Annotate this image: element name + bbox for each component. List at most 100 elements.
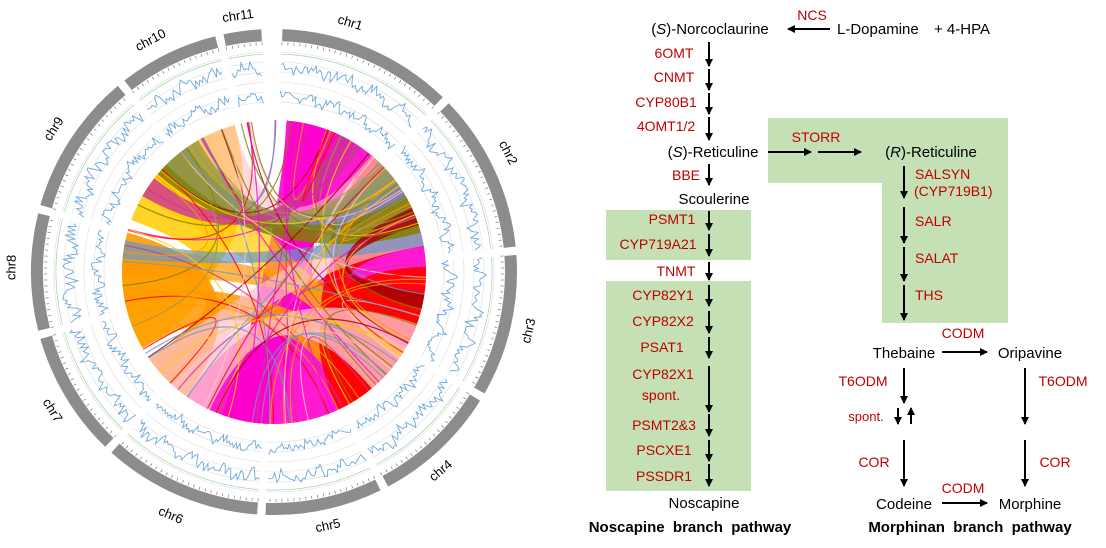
ideogram-tick [422, 98, 426, 101]
synteny-link [269, 278, 426, 424]
synteny-ribbon [142, 134, 362, 225]
synteny-link [340, 196, 412, 238]
title-morphinan-branch: Morphinan branch pathway [868, 519, 1072, 536]
ideogram-tick [431, 106, 434, 109]
synteny-link [177, 262, 426, 391]
enzyme-6omt: 6OMT [655, 45, 694, 61]
synteny-link [124, 244, 344, 408]
chromosome-ideogram [31, 29, 518, 515]
ideogram-tick [48, 225, 52, 228]
track-grid-line [62, 103, 133, 212]
synteny-link [255, 123, 309, 424]
track-grid-line [438, 258, 465, 368]
track-grid-line [455, 257, 485, 378]
ideogram-chr7 [40, 335, 114, 447]
ideogram-tick [97, 417, 101, 421]
ideogram-tick [452, 411, 456, 414]
ideogram-tick [54, 202, 58, 205]
ideogram-tick [418, 94, 421, 98]
ideogram-chr2 [440, 103, 516, 248]
ideogram-tick [477, 371, 481, 374]
synteny-link [315, 131, 422, 310]
compound-oripavine: Oripavine [998, 345, 1062, 362]
ideogram-tick [105, 114, 109, 118]
track-grid-line [429, 259, 455, 363]
synteny-link [206, 166, 385, 409]
synteny-ribbon [345, 207, 425, 309]
synteny-link [321, 140, 402, 356]
ideogram-tick [141, 83, 145, 87]
arrows [705, 25, 1029, 507]
synteny-link [127, 142, 355, 241]
ideogram-tick [340, 51, 342, 56]
ideogram-tick [165, 472, 168, 476]
track-line [430, 120, 492, 250]
track-grid-line [464, 256, 495, 383]
synteny-link [240, 123, 420, 238]
ideogram-tick [52, 208, 56, 210]
enzyme-spont-noscapine: spont. [642, 387, 680, 403]
ideogram-tick [394, 76, 397, 80]
synteny-link [122, 147, 220, 287]
track-grid-line [126, 435, 259, 492]
enzyme-storr: STORR [792, 129, 841, 145]
enzyme-bbe: BBE [672, 167, 700, 183]
ideogram-tick [475, 376, 479, 379]
track-grid-line [100, 321, 150, 402]
synteny-link [161, 129, 329, 214]
enzyme-spont-morphinan: spont. [848, 409, 883, 424]
synteny-link [289, 282, 426, 423]
track-grid-line [138, 58, 221, 99]
ideogram-tick [482, 360, 486, 363]
gene-density-track [100, 137, 164, 226]
ideogram-tick [373, 475, 376, 479]
ideogram-tick [373, 65, 376, 69]
ideogram-tick [83, 143, 86, 146]
track-grid-line [420, 260, 445, 358]
track-grid-line [91, 324, 143, 409]
ideogram-tick [378, 67, 381, 71]
track-line [64, 331, 123, 430]
ideogram-tick [482, 181, 486, 184]
morphinan-box [768, 118, 1008, 323]
ideogram-tick [132, 90, 135, 94]
enzyme-cyp82x2: CYP82X2 [632, 313, 694, 329]
ideogram-tick [399, 80, 402, 83]
track-grid-line [150, 77, 226, 115]
enzyme-4omt: 4OMT1/2 [637, 118, 696, 134]
ideogram-tick [437, 429, 440, 432]
track-grid-line [81, 118, 146, 217]
ideogram-tick [334, 50, 336, 54]
enzymes: NCS 6OMT CNMT CYP80B1 4OMT1/2 STORR BBE … [619, 7, 1087, 496]
ideogram-tick [410, 453, 413, 456]
enzyme-psmt23: PSMT2&3 [632, 417, 696, 433]
track-grid-line [280, 91, 400, 143]
ideogram-tick [328, 492, 330, 496]
enzyme-salat: SALAT [915, 250, 959, 266]
track-grid-line [232, 71, 264, 77]
synteny-link [283, 156, 375, 424]
enzyme-cyp719a21: CYP719A21 [619, 236, 696, 252]
track-grid-line [372, 383, 453, 458]
ideogram-tick [65, 174, 69, 177]
ideogram-tick [86, 138, 90, 141]
ideogram-tick [496, 315, 500, 317]
ideogram-tick [114, 106, 117, 109]
ideogram-tick [490, 204, 495, 206]
ideogram-tick [86, 403, 90, 406]
ideogram-tick [182, 480, 184, 484]
synteny-ribbon [172, 307, 417, 410]
ideogram-tick [441, 425, 444, 428]
enzyme-tnmt: TNMT [657, 263, 696, 279]
track-grid-line [267, 442, 358, 463]
enzyme-ncs: NCS [797, 7, 827, 23]
ideogram-tick [494, 326, 498, 328]
ideogram-tick [121, 441, 124, 445]
synteny-link [201, 138, 380, 383]
track-grid-line [169, 106, 233, 139]
ideogram-tick [62, 362, 66, 364]
track-line [281, 53, 426, 116]
ideogram-chr6 [111, 443, 258, 515]
ideogram-tick [395, 463, 398, 467]
